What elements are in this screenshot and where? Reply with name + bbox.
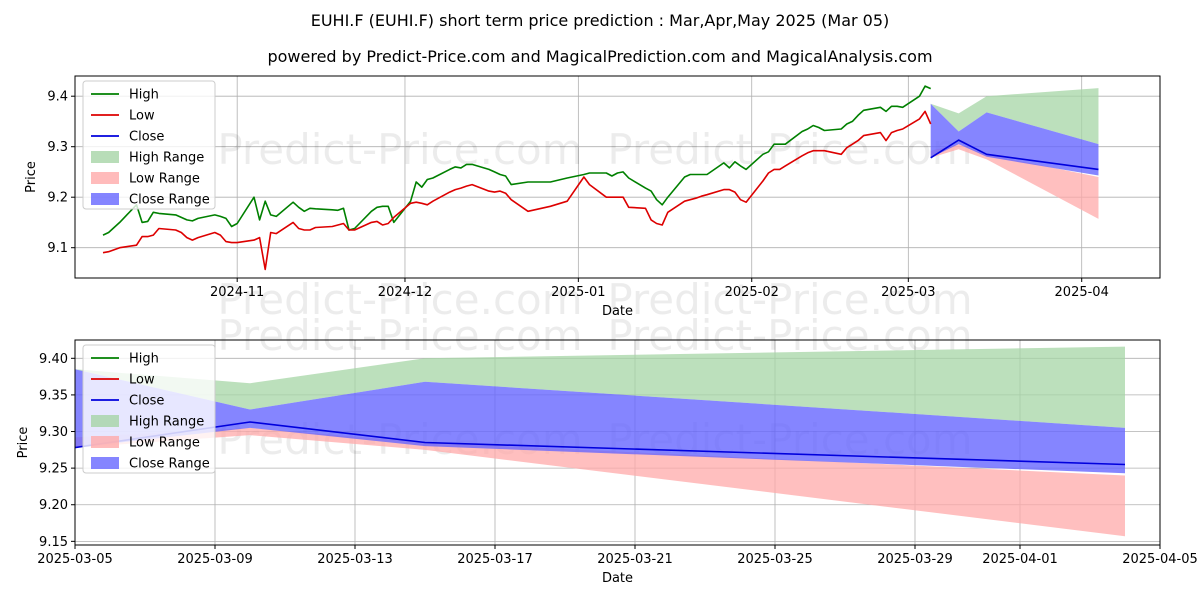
x-tick-label: 2025-03-13	[317, 552, 393, 567]
x-tick-label: 2025-04-05	[1122, 552, 1198, 567]
y-tick-label: 9.30	[39, 425, 68, 440]
legend-label: Low Range	[129, 172, 200, 187]
legend-label: Close	[129, 394, 164, 409]
legend-swatch-patch	[91, 151, 119, 163]
legend-swatch-patch	[91, 457, 119, 469]
chart-title: EUHI.F (EUHI.F) short term price predict…	[311, 11, 890, 30]
legend-label: High Range	[129, 151, 204, 166]
y-axis-label: Price	[24, 161, 39, 193]
x-tick-label: 2024-12	[378, 285, 432, 300]
y-axis-label: Price	[16, 427, 31, 459]
x-tick-label: 2025-04	[1055, 285, 1109, 300]
legend: High Low Close High Range Low Range Close Ran…	[82, 80, 216, 210]
legend-swatch-patch	[91, 172, 119, 184]
high-line	[102, 85, 932, 236]
top-panel: 2024-11 2024-12 2025-01 2025-02 2025-03 2025-…	[24, 75, 1161, 324]
high-range-band	[930, 88, 1099, 145]
legend-swatch-patch	[91, 436, 119, 448]
x-tick-label: 2025-03-05	[37, 552, 113, 567]
watermark-left: Predict-Price.com	[217, 125, 582, 174]
plot-area	[102, 85, 1099, 271]
watermark-mid-right: Predict-Price.com	[607, 275, 972, 324]
close-range-band	[930, 103, 1099, 176]
x-axis-label: Date	[602, 571, 633, 586]
plot-frame	[74, 339, 1161, 546]
y-tick-label: 9.35	[39, 388, 68, 403]
legend-label: High	[129, 88, 159, 103]
y-tick-label: 9.25	[39, 462, 68, 477]
x-tick-label: 2025-03-09	[177, 552, 253, 567]
legend-label: Low Range	[129, 436, 200, 451]
x-tick-label: 2025-02	[725, 285, 779, 300]
bottom-panel: 2025-03-05 2025-03-09 2025-03-13 2025-03-17…	[16, 311, 1198, 586]
close-range-band	[75, 369, 1125, 474]
x-tick-label: 2025-03	[881, 285, 935, 300]
y-tick-label: 9.3	[47, 140, 68, 155]
y-tick-label: 9.15	[39, 535, 68, 550]
y-tick-label: 9.40	[39, 352, 68, 367]
plot-frame	[74, 75, 1161, 279]
legend-swatch-patch	[91, 415, 119, 427]
x-tick-label: 2025-04-01	[982, 552, 1058, 567]
legend-label: Close	[129, 130, 164, 145]
legend: High Low Close High Range Low Range Close Ran…	[82, 344, 216, 474]
legend-swatch-patch	[91, 193, 119, 205]
legend-label: Low	[129, 373, 155, 388]
y-tick-label: 9.1	[47, 241, 68, 256]
x-tick-label: 2025-01	[551, 285, 605, 300]
watermark-mid: Predict-Price.com	[217, 311, 582, 360]
high-range-band	[75, 346, 1125, 428]
chart-subtitle: powered by Predict-Price.com and Magical…	[267, 47, 932, 66]
x-axis-label: Date	[602, 304, 633, 319]
x-tick-label: 2025-03-29	[877, 552, 953, 567]
y-tick-label: 9.20	[39, 498, 68, 513]
x-tick-label: 2024-11	[210, 285, 264, 300]
legend-label: High	[129, 352, 159, 367]
watermark-mid: Predict-Price.com	[217, 275, 582, 324]
legend-label: Close Range	[129, 457, 210, 472]
x-tick-label: 2025-03-25	[737, 552, 813, 567]
legend-label: Low	[129, 109, 155, 124]
x-tick-label: 2025-03-17	[457, 552, 533, 567]
watermark-right: Predict-Price.com	[607, 125, 972, 174]
low-range-band	[930, 144, 1099, 219]
legend-label: Close Range	[129, 193, 210, 208]
low-line	[102, 110, 932, 271]
legend-label: High Range	[129, 415, 204, 430]
close-line	[930, 139, 1099, 171]
y-tick-label: 9.4	[47, 90, 68, 105]
y-tick-label: 9.2	[47, 191, 68, 206]
x-tick-label: 2025-03-21	[597, 552, 673, 567]
